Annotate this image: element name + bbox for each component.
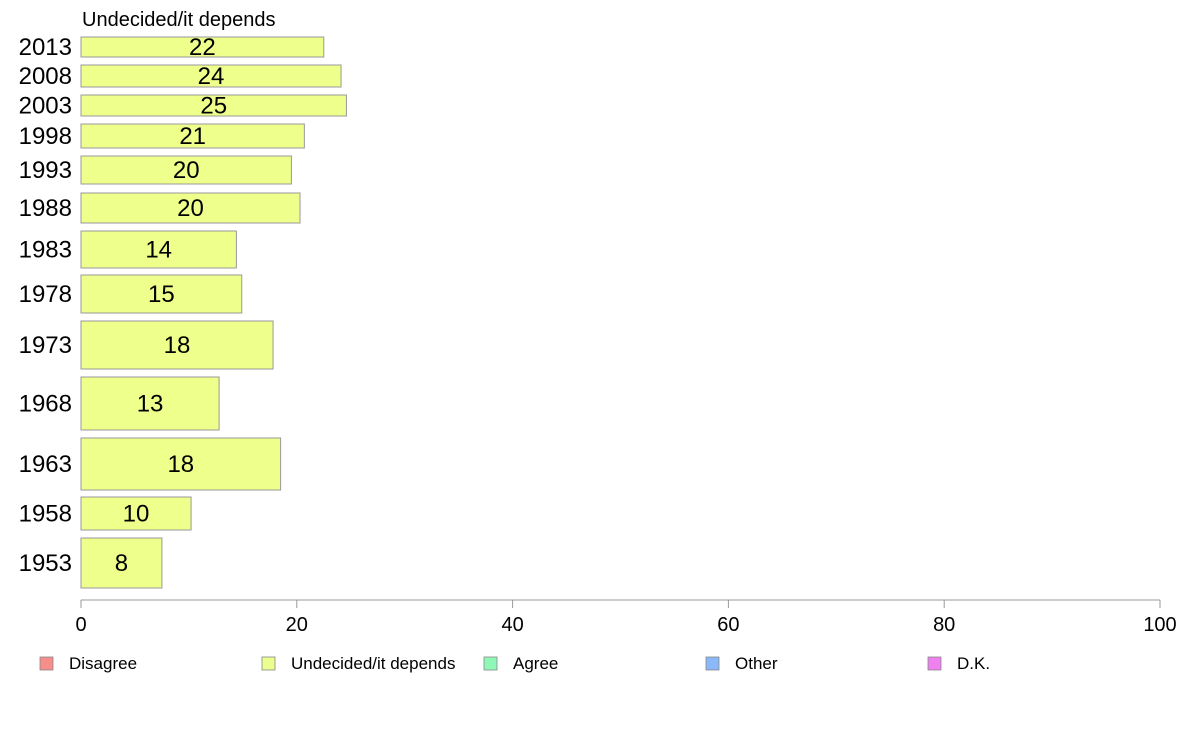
bar-1993 [80, 155, 292, 185]
category-label: 1998 [19, 123, 72, 150]
bar-value-label: 18 [167, 451, 194, 478]
category-label: 2008 [19, 63, 72, 90]
bar-1953 [80, 537, 163, 589]
panel-title: Undecided/it depends [82, 9, 275, 31]
bar-1963 [80, 437, 282, 491]
bar-value-label: 24 [198, 63, 225, 90]
legend-label: D.K. [957, 654, 990, 673]
bar-value-label: 21 [179, 123, 206, 150]
legend-label: Agree [513, 654, 558, 673]
x-tick-label: 20 [286, 614, 308, 636]
bar-1973 [80, 320, 274, 370]
category-label: 1958 [19, 501, 72, 528]
legend: Disagree Undecided/it depends Agree Other D.… [39, 654, 990, 673]
bar-2013 [80, 36, 325, 58]
x-tick-label: 40 [501, 614, 523, 636]
bar-value-label: 18 [164, 332, 191, 359]
bar-value-label: 25 [200, 93, 227, 120]
category-label: 1968 [19, 391, 72, 418]
x-tick-label: 100 [1143, 614, 1176, 636]
category-label: 1963 [19, 451, 72, 478]
bar-value-label: 20 [173, 157, 200, 184]
category-label: 1973 [19, 332, 72, 359]
bar-value-label: 15 [148, 281, 175, 308]
bars-group: 2013 22 2008 24 2003 25 1998 21 1993 20 1988 20 1983… [19, 34, 347, 589]
x-axis: 0 20 40 60 80 100 [75, 599, 1177, 636]
bar-1978 [80, 274, 243, 314]
legend-label: Disagree [69, 654, 137, 673]
bar-2003 [80, 94, 347, 117]
bar-1998 [80, 123, 305, 149]
bar-value-label: 10 [123, 501, 150, 528]
bar-value-label: 13 [137, 391, 164, 418]
bar-value-label: 22 [189, 34, 216, 61]
legend-label: Other [735, 654, 778, 673]
bar-1968 [80, 376, 220, 431]
category-label: 1988 [19, 195, 72, 222]
bar-1958 [80, 496, 192, 531]
category-label: 2013 [19, 34, 72, 61]
bar-value-label: 20 [177, 195, 204, 222]
legend-swatch [261, 656, 276, 671]
x-tick-label: 80 [933, 614, 955, 636]
legend-swatch [705, 656, 720, 671]
bar-1988 [80, 192, 301, 224]
category-label: 2003 [19, 93, 72, 120]
bar-value-label: 14 [145, 237, 172, 264]
category-label: 1953 [19, 550, 72, 577]
bar-1983 [80, 230, 237, 269]
category-label: 1983 [19, 237, 72, 264]
legend-swatch [483, 656, 498, 671]
category-label: 1993 [19, 157, 72, 184]
category-label: 1978 [19, 281, 72, 308]
legend-label: Undecided/it depends [291, 654, 455, 673]
bar-2008 [80, 64, 342, 88]
bar-value-label: 8 [115, 550, 128, 577]
legend-swatch [927, 656, 942, 671]
x-tick-label: 0 [75, 614, 86, 636]
legend-swatch [39, 656, 54, 671]
x-tick-label: 60 [717, 614, 739, 636]
